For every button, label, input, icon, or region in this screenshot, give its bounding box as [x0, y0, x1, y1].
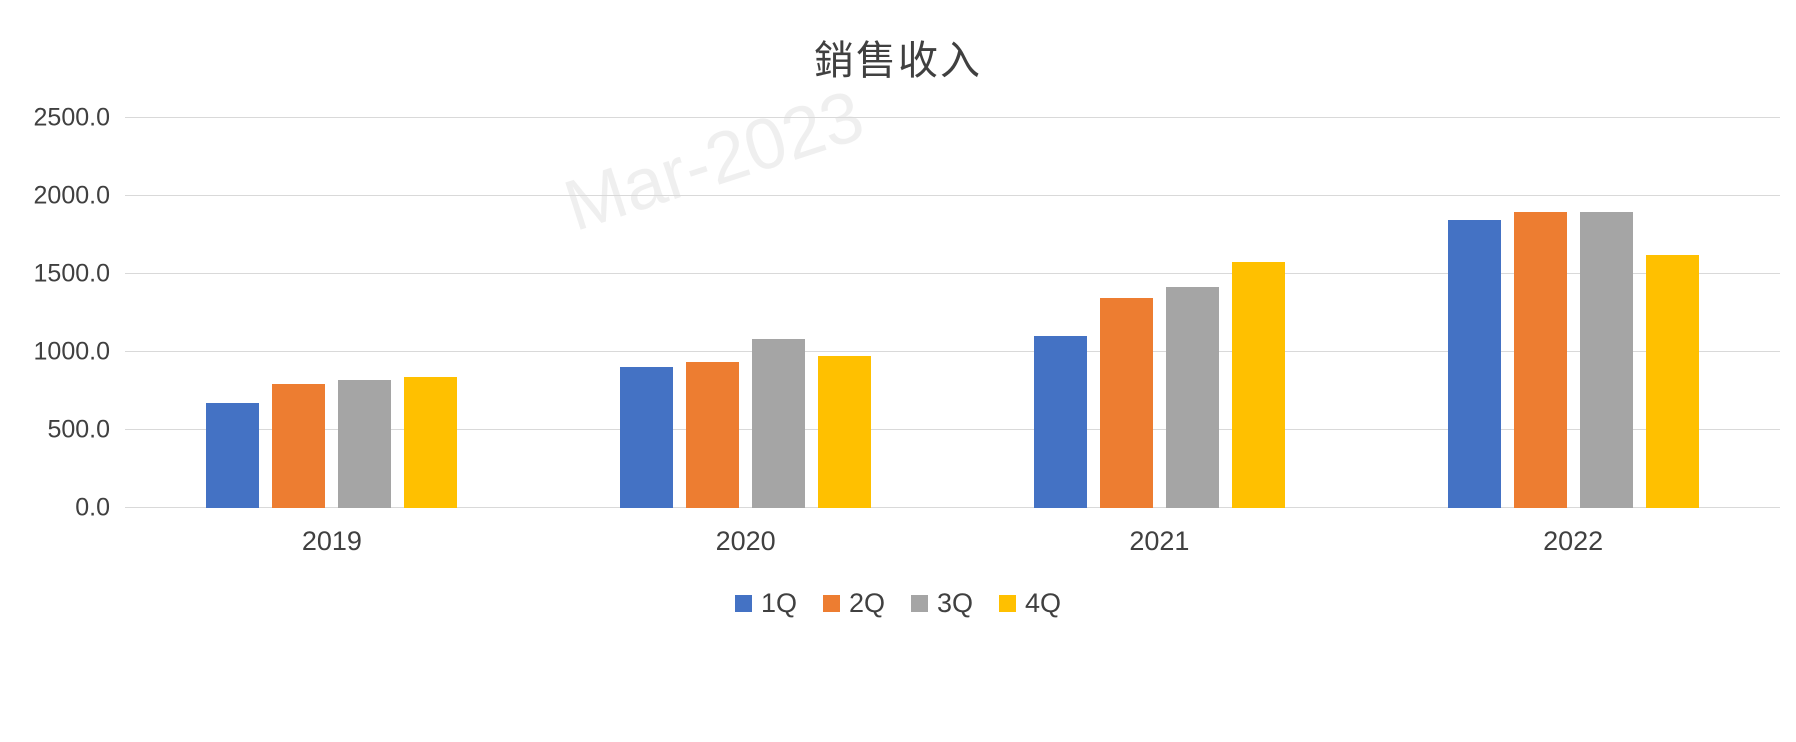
- plot-area: [125, 117, 1780, 508]
- legend-item-2Q: 2Q: [822, 588, 885, 619]
- legend-item-3Q: 3Q: [911, 588, 973, 619]
- x-axis-tick-label: 2021: [1129, 526, 1190, 556]
- x-axis-tick-label: 2020: [715, 526, 776, 556]
- bar-groups: [125, 118, 1780, 508]
- bar-2Q-2021: [1099, 298, 1153, 508]
- bar-2Q-2019: [272, 383, 326, 508]
- legend-label-3Q: 3Q: [937, 588, 974, 618]
- y-axis-tick-label: 0.0: [75, 493, 110, 522]
- bar-4Q-2020: [818, 355, 872, 508]
- legend-label-2Q: 2Q: [848, 588, 885, 618]
- bar-4Q-2022: [1645, 255, 1699, 508]
- y-axis-tick-label: 1500.0: [33, 259, 110, 288]
- y-axis-tick-label: 2000.0: [33, 181, 110, 210]
- y-axis-tick-label: 2500.0: [33, 103, 110, 132]
- bar-group-2019: [125, 118, 539, 508]
- x-axis-tick-label: 2022: [1543, 526, 1604, 556]
- bar-group-2020: [539, 118, 953, 508]
- legend-swatch-1Q: [734, 595, 752, 612]
- legend-swatch-3Q: [911, 595, 928, 612]
- bar-4Q-2021: [1231, 262, 1285, 508]
- gridline: [125, 351, 1780, 352]
- bar-1Q-2019: [206, 403, 260, 508]
- legend-swatch-2Q: [822, 595, 840, 612]
- gridline: [125, 273, 1780, 274]
- legend-swatch-4Q: [999, 595, 1017, 612]
- legend-item-4Q: 4Q: [999, 588, 1061, 619]
- bar-1Q-2022: [1447, 220, 1501, 508]
- bar-3Q-2021: [1165, 287, 1219, 508]
- x-axis-tick-label: 2019: [301, 526, 362, 556]
- bar-1Q-2020: [620, 366, 674, 508]
- bar-2Q-2020: [686, 362, 740, 508]
- y-axis-tick-label: 500.0: [47, 415, 110, 444]
- bar-4Q-2019: [404, 376, 458, 508]
- legend-item-1Q: 1Q: [734, 588, 797, 619]
- legend-label-4Q: 4Q: [1025, 588, 1062, 618]
- gridline: [125, 195, 1780, 196]
- gridline: [125, 117, 1780, 118]
- chart-title: 銷售收入: [814, 39, 982, 83]
- bar-group-2022: [1366, 118, 1780, 508]
- gridline: [125, 507, 1780, 508]
- x-axis-labels: 2019 2020 2021 2022: [125, 526, 1780, 557]
- bar-3Q-2022: [1579, 211, 1633, 508]
- y-axis-labels: 0.0 500.0 1000.0 1500.0 2000.0 2500.0: [5, 104, 110, 522]
- gridline: [125, 429, 1780, 430]
- legend: 1Q 2Q 3Q 4Q: [0, 588, 1796, 619]
- bar-2Q-2022: [1513, 211, 1567, 508]
- bar-3Q-2020: [752, 338, 806, 508]
- y-axis-tick-label: 1000.0: [33, 337, 110, 366]
- legend-label-1Q: 1Q: [760, 588, 797, 618]
- bar-3Q-2019: [338, 380, 392, 508]
- bar-1Q-2021: [1033, 336, 1087, 508]
- bar-group-2021: [953, 118, 1367, 508]
